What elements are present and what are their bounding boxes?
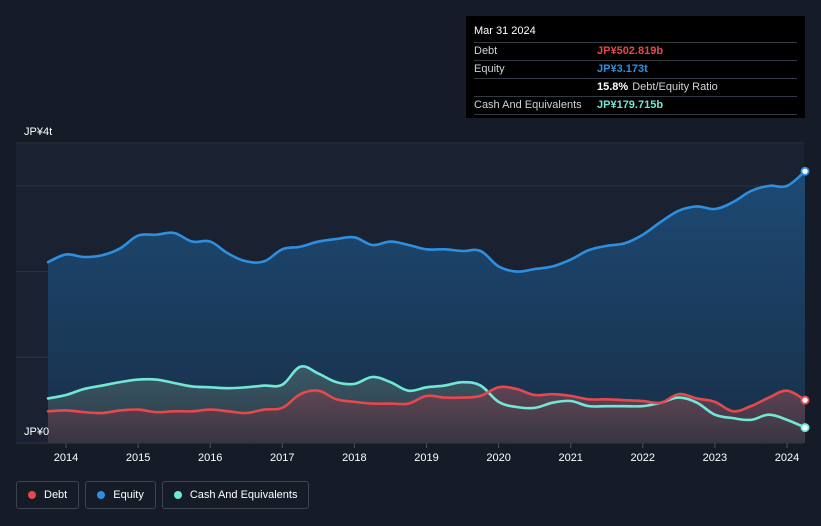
- equity-dot-icon: [97, 491, 106, 499]
- legend-equity-label: Equity: [113, 489, 144, 501]
- x-tick-label-2021: 2021: [558, 452, 582, 464]
- x-tick-label-2017: 2017: [270, 452, 294, 464]
- debt-line: [46, 385, 807, 415]
- x-tick-label-2014: 2014: [54, 452, 78, 464]
- x-tick-label-2019: 2019: [414, 452, 438, 464]
- y-axis-max-label: JP¥4t: [24, 126, 52, 138]
- tooltip-row-debt: Debt JP¥502.819b: [474, 43, 797, 61]
- series-lines: [46, 169, 807, 429]
- equity-line: [46, 169, 807, 273]
- tooltip-debt-value: JP¥502.819b: [597, 45, 664, 57]
- series-areas: [47, 171, 806, 444]
- tooltip-ratio-label: Debt/Equity Ratio: [632, 81, 718, 93]
- tooltip-ratio-spacer: [474, 79, 597, 96]
- x-tick-label-2015: 2015: [126, 452, 150, 464]
- tooltip-equity-label: Equity: [474, 63, 505, 75]
- debt-end-marker: [800, 395, 810, 405]
- x-tick-label-2023: 2023: [703, 452, 727, 464]
- tooltip-date: Mar 31 2024: [474, 24, 797, 43]
- legend-item-equity[interactable]: Equity: [85, 481, 156, 509]
- debt-dot-icon: [28, 491, 36, 499]
- equity-end-marker: [800, 166, 810, 176]
- x-tick-label-2020: 2020: [486, 452, 510, 464]
- end-markers: [800, 166, 810, 433]
- legend-debt-label: Debt: [44, 489, 68, 501]
- x-tick-label-2022: 2022: [631, 452, 655, 464]
- tooltip-cash-value: JP¥179.715b: [597, 99, 664, 111]
- tooltip-debt-label: Debt: [474, 45, 498, 57]
- chart-legend: Debt Equity Cash And Equivalents: [16, 481, 310, 509]
- y-axis-min-label: JP¥0: [24, 426, 49, 438]
- legend-item-cash[interactable]: Cash And Equivalents: [161, 481, 310, 509]
- data-tooltip: Mar 31 2024 Debt JP¥502.819b Equity JP¥3…: [466, 16, 805, 118]
- legend-cash-label: Cash And Equivalents: [189, 489, 298, 501]
- tooltip-cash-label: Cash And Equivalents: [474, 99, 582, 111]
- x-tick-label-2024: 2024: [775, 452, 799, 464]
- equity-area: [47, 171, 806, 444]
- x-tick-label-2016: 2016: [198, 452, 222, 464]
- tooltip-row-equity: Equity JP¥3.173t: [474, 61, 797, 79]
- legend-item-debt[interactable]: Debt: [16, 481, 80, 509]
- x-tick-label-2018: 2018: [342, 452, 366, 464]
- tooltip-row-ratio: 15.8% Debt/Equity Ratio: [474, 79, 797, 97]
- cash-end-marker: [800, 423, 810, 433]
- x-axis-ticks: 2014 2015 2016 2017 2018 2019 2020 2021 2022 2023…: [54, 443, 799, 464]
- cash-dot-icon: [173, 491, 182, 499]
- tooltip-row-cash: Cash And Equivalents JP¥179.715b: [474, 97, 797, 115]
- tooltip-equity-value: JP¥3.173t: [597, 63, 648, 75]
- cash-line: [46, 365, 807, 429]
- tooltip-ratio-value: 15.8%: [597, 81, 629, 93]
